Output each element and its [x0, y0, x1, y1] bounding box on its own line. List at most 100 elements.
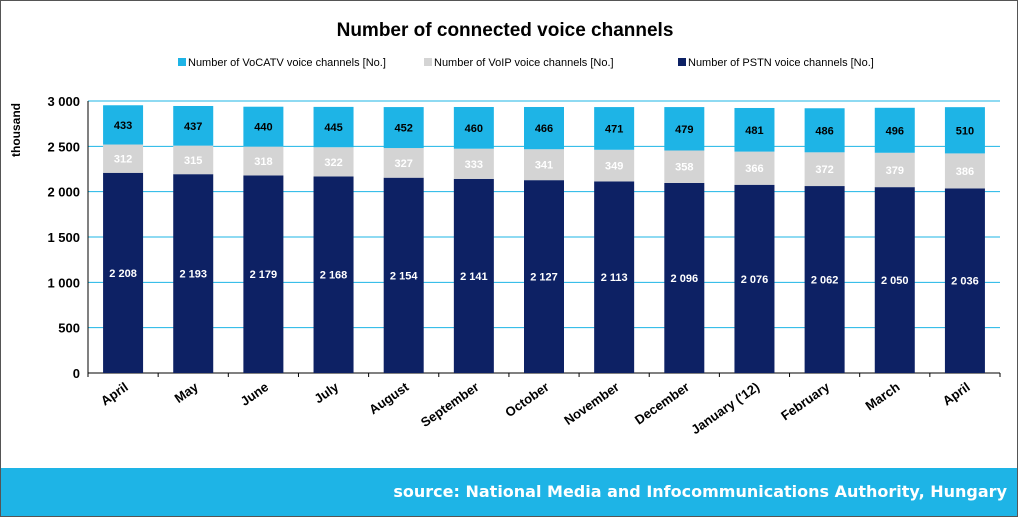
bar-segment: [874, 187, 915, 373]
x-tick-label: October: [502, 379, 551, 420]
x-tick-label: January ('12): [688, 379, 762, 437]
data-label: 333: [465, 159, 483, 171]
data-label: 2 179: [250, 269, 278, 281]
y-tick-label: 1 000: [47, 275, 80, 290]
chart-title: Number of connected voice channels: [337, 20, 674, 41]
bar-segment: [383, 148, 424, 178]
legend-swatch: [178, 58, 186, 66]
legend-label: Number of VoIP voice channels [No.]: [434, 57, 614, 69]
data-label: 318: [254, 156, 272, 168]
bar-segment: [734, 151, 775, 185]
bar-segment: [173, 105, 214, 146]
data-label: 322: [324, 157, 342, 169]
x-tick-label: May: [172, 379, 202, 406]
bar-segment: [103, 172, 144, 373]
bar-segment: [524, 180, 564, 373]
bar-segment: [594, 149, 635, 182]
bar-segment: [453, 106, 494, 149]
y-axis-ticks: 0 500 1 000 1 500 2 000 2 500 3 000: [47, 94, 80, 381]
bar-segment: [664, 150, 705, 183]
x-tick-label: June: [238, 379, 271, 409]
data-label: 312: [114, 154, 132, 166]
data-label: 379: [886, 165, 904, 177]
bar-segment: [243, 175, 284, 373]
data-label: 486: [815, 125, 833, 137]
x-tick-label: February: [778, 379, 833, 424]
data-label: 445: [324, 122, 342, 134]
data-label: 2 062: [811, 275, 839, 287]
bar-segment: [383, 107, 424, 149]
data-label: 341: [535, 160, 553, 172]
legend-item: Number of VoIP voice channels [No.]: [424, 57, 614, 69]
legend-swatch: [424, 58, 432, 66]
bar-segment: [804, 152, 845, 187]
y-tick-label: 0: [73, 366, 80, 381]
data-label: 440: [254, 122, 272, 134]
data-label: 358: [675, 162, 693, 174]
bar-segment: [524, 149, 564, 181]
data-label: 510: [956, 125, 974, 137]
data-label: 2 113: [601, 272, 628, 284]
bar-segment: [874, 107, 915, 153]
bar-segment: [383, 177, 424, 373]
bar-segment: [804, 186, 845, 373]
data-label: 2 208: [109, 268, 137, 280]
bar-segment: [734, 107, 775, 152]
y-tick-label: 1 500: [47, 230, 80, 245]
legend: Number of VoCATV voice channels [No.] Num…: [178, 57, 874, 69]
y-tick-label: 2 500: [47, 139, 80, 154]
data-label: 366: [745, 163, 763, 175]
x-axis-ticks: April May June July August September October No…: [87, 373, 1001, 437]
chart: Number of connected voice channels thous…: [9, 20, 1001, 437]
legend-label: Number of PSTN voice channels [No.]: [688, 57, 874, 69]
bar-segment: [453, 178, 494, 373]
bar-segment: [874, 152, 915, 188]
data-label: 2 141: [460, 271, 488, 283]
bar-segment: [313, 106, 354, 148]
bar-segment: [103, 144, 144, 173]
data-label: 437: [184, 121, 202, 133]
source-footer: source: National Media and Infocommunica…: [1, 468, 1017, 516]
bar-segment: [944, 188, 985, 373]
x-tick-label: July: [311, 379, 342, 407]
data-label: 481: [745, 125, 763, 137]
x-tick-label: August: [366, 379, 412, 417]
bar-segment: [594, 107, 635, 150]
bar-segment: [734, 184, 775, 373]
source-text: source: National Media and Infocommunica…: [393, 482, 1007, 501]
data-label: 372: [815, 164, 833, 176]
bar-segment: [664, 107, 705, 151]
bar-segment: [243, 146, 284, 176]
data-label: 315: [184, 155, 202, 167]
bar-segment: [103, 105, 144, 145]
bar-segment: [664, 182, 705, 373]
y-axis-label: thousand: [9, 103, 23, 157]
data-label: 327: [395, 158, 413, 170]
legend-label: Number of VoCATV voice channels [No.]: [188, 57, 386, 69]
bar-segment: [243, 106, 284, 147]
data-label: 349: [605, 161, 623, 173]
bar-segment: [453, 148, 494, 179]
bar-segment: [313, 176, 354, 373]
bars: 2 208 312 433 2 193 315 437 2 179 318 440 2 168 32…: [103, 105, 985, 373]
x-tick-label: September: [418, 379, 482, 430]
x-tick-label: March: [863, 379, 903, 413]
data-label: 2 168: [320, 270, 348, 282]
data-label: 433: [114, 120, 132, 132]
data-label: 2 193: [179, 269, 207, 281]
x-tick-label: April: [940, 379, 973, 408]
legend-item: Number of PSTN voice channels [No.]: [678, 57, 874, 69]
data-label: 2 076: [741, 274, 769, 286]
bar-segment: [594, 181, 635, 373]
bar-segment: [944, 153, 985, 189]
data-label: 2 127: [530, 272, 558, 284]
legend-swatch: [678, 58, 686, 66]
data-label: 452: [395, 123, 413, 135]
x-tick-label: November: [561, 379, 622, 428]
x-tick-label: December: [632, 379, 692, 427]
data-label: 2 036: [951, 276, 979, 288]
x-tick-label: April: [98, 379, 131, 408]
bar-segment: [524, 106, 564, 150]
data-label: 386: [956, 166, 974, 178]
